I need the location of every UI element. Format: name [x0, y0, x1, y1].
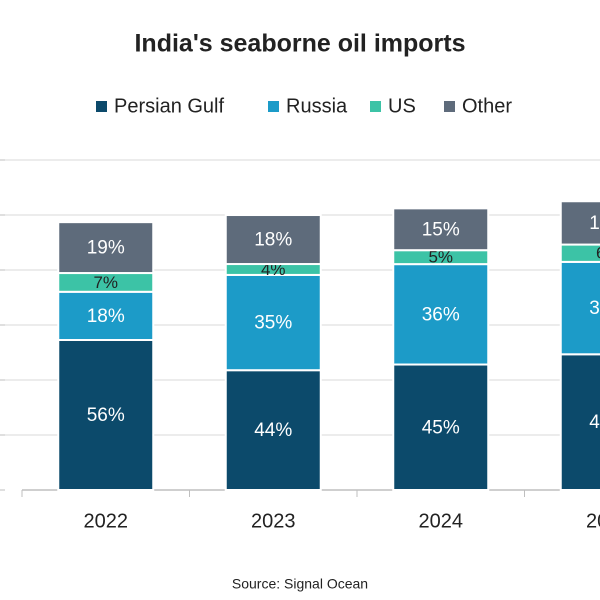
bar-segment — [57, 339, 155, 491]
bar-segment — [57, 221, 155, 275]
data-label: 56% — [87, 405, 125, 426]
source: Source: Signal Ocean — [232, 576, 368, 592]
data-label: 18% — [254, 230, 292, 251]
x-tick-label: 2025 — [586, 510, 600, 532]
data-label: 35% — [254, 313, 292, 334]
data-label: 18% — [87, 306, 125, 327]
legend-swatch — [370, 101, 381, 112]
legend-label: Russia — [286, 95, 348, 117]
data-label: 45% — [422, 417, 460, 438]
bar-segment — [559, 243, 600, 263]
bar-segment — [224, 214, 322, 266]
x-tick-label: 2022 — [84, 510, 129, 532]
chart-title: India's seaborne oil imports — [134, 30, 465, 58]
data-label: 32% — [589, 298, 600, 319]
legend-swatch — [444, 101, 455, 112]
bar-segment — [559, 260, 600, 356]
data-label: 44% — [254, 420, 292, 441]
bar-segment — [224, 369, 322, 491]
legend-label: US — [388, 95, 416, 117]
x-tick-label: 2024 — [419, 510, 464, 532]
data-label: 7% — [93, 273, 118, 292]
data-label: 6% — [596, 244, 600, 263]
legend-swatch — [268, 101, 279, 112]
data-label: 19% — [87, 238, 125, 259]
bar-segment — [559, 200, 600, 246]
bar-segment — [392, 207, 490, 252]
bar-segment — [392, 363, 490, 491]
bar-segment — [224, 273, 322, 372]
data-label: 36% — [422, 304, 460, 325]
data-label: 15% — [422, 219, 460, 240]
bar-segment — [559, 353, 600, 491]
legend-swatch — [96, 101, 107, 112]
legend-label: Persian Gulf — [114, 95, 224, 117]
data-label: 47% — [589, 412, 600, 433]
legend-label: Other — [462, 95, 512, 117]
x-tick-label: 2023 — [251, 510, 296, 532]
data-label: 5% — [428, 248, 453, 267]
data-label: 15% — [589, 213, 600, 234]
